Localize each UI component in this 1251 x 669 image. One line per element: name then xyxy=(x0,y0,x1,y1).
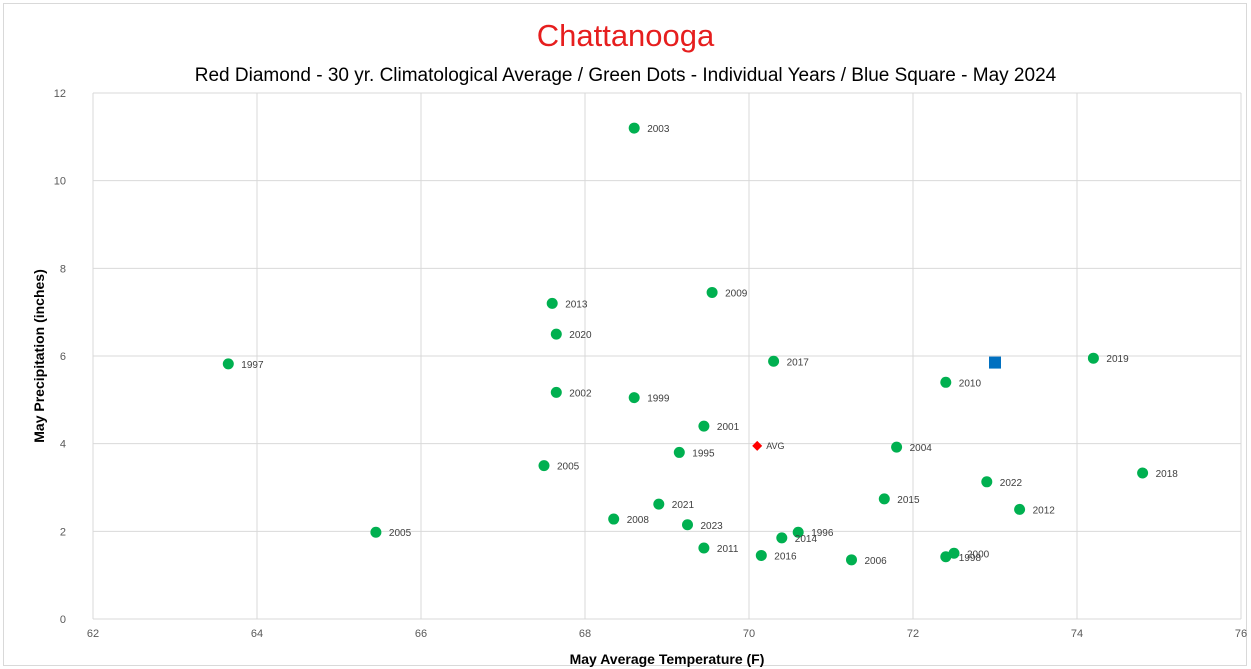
current-year-square xyxy=(989,356,1001,369)
x-tick-label: 66 xyxy=(415,628,427,640)
year-point xyxy=(682,519,693,531)
average-diamond xyxy=(752,440,763,451)
year-point xyxy=(538,460,550,472)
year-point xyxy=(706,286,718,298)
year-point xyxy=(222,358,234,370)
year-label: 2019 xyxy=(1106,354,1129,365)
year-point xyxy=(940,376,952,388)
x-tick-label: 64 xyxy=(251,628,263,640)
y-tick-label: 6 xyxy=(60,351,66,363)
year-label: 1999 xyxy=(647,394,670,405)
year-point xyxy=(891,441,903,453)
year-label: 1995 xyxy=(692,448,715,459)
year-label: 2021 xyxy=(672,500,695,511)
year-label: 2002 xyxy=(569,388,592,399)
year-point xyxy=(608,513,620,525)
year-label: 2016 xyxy=(774,551,797,562)
year-point xyxy=(698,542,710,554)
year-point xyxy=(878,493,890,505)
x-axis-label: May Average Temperature (F) xyxy=(570,651,765,667)
year-label: 2023 xyxy=(701,521,724,532)
year-point xyxy=(755,549,767,561)
average-label: AVG xyxy=(766,441,784,451)
year-point xyxy=(370,526,382,538)
year-point xyxy=(846,554,857,566)
year-label: 2009 xyxy=(725,288,748,299)
year-point xyxy=(628,392,640,404)
chart-frame xyxy=(3,3,1247,666)
year-label: 2020 xyxy=(569,330,592,341)
year-point xyxy=(981,476,993,488)
year-point xyxy=(948,547,960,559)
y-tick-label: 10 xyxy=(54,176,66,188)
year-label: 2003 xyxy=(647,124,670,135)
chart-title: Chattanooga xyxy=(536,18,715,53)
y-tick-label: 12 xyxy=(54,88,66,100)
year-point xyxy=(550,328,562,340)
year-label: 2008 xyxy=(627,515,650,526)
grid-lines xyxy=(92,92,1242,620)
x-tick-label: 72 xyxy=(907,628,919,640)
year-label: 2013 xyxy=(565,299,588,310)
year-label: 2011 xyxy=(717,544,739,555)
year-label: 2001 xyxy=(717,422,740,433)
year-label: 2017 xyxy=(787,357,810,368)
x-tick-label: 62 xyxy=(87,628,99,640)
data-points: 2003 2009 2013 2020 1997 2017 2019 2010 2002 1999… xyxy=(222,122,1179,567)
year-point xyxy=(1087,352,1099,364)
year-point xyxy=(698,420,710,432)
year-label: 1997 xyxy=(241,360,264,371)
year-point xyxy=(792,526,804,538)
x-tick-label: 68 xyxy=(579,628,591,640)
year-label: 1998 xyxy=(959,553,982,564)
year-label: 2014 xyxy=(795,534,818,545)
y-tick-label: 8 xyxy=(60,263,66,275)
y-tick-label: 4 xyxy=(60,439,66,451)
year-label: 2022 xyxy=(1000,478,1023,489)
year-point xyxy=(776,532,788,544)
year-label: 2005 xyxy=(389,528,412,539)
y-axis-label: May Precipitation (inches) xyxy=(31,269,47,442)
x-tick-label: 70 xyxy=(743,628,755,640)
year-point xyxy=(673,446,685,458)
year-label: 2005 xyxy=(557,462,580,473)
year-point xyxy=(546,297,558,309)
year-point xyxy=(628,122,640,134)
year-point xyxy=(653,498,665,510)
y-tick-label: 0 xyxy=(60,614,66,626)
year-point xyxy=(1137,467,1149,479)
year-label: 2015 xyxy=(897,495,920,506)
year-label: 2000 xyxy=(967,549,990,560)
year-label: 2012 xyxy=(1033,505,1056,516)
year-label: 2018 xyxy=(1156,469,1179,480)
year-point xyxy=(550,386,562,398)
chart-subtitle: Red Diamond - 30 yr. Climatological Aver… xyxy=(194,65,1057,86)
year-label: 2010 xyxy=(959,378,982,389)
y-tick-label: 2 xyxy=(60,526,66,538)
year-label: 1996 xyxy=(811,528,834,539)
year-point xyxy=(1014,503,1026,515)
x-tick-label: 76 xyxy=(1235,628,1247,640)
year-label: 2004 xyxy=(910,443,933,454)
year-point xyxy=(940,551,952,563)
year-label: 2006 xyxy=(865,556,888,567)
year-point xyxy=(768,355,780,367)
x-tick-label: 74 xyxy=(1071,628,1083,640)
